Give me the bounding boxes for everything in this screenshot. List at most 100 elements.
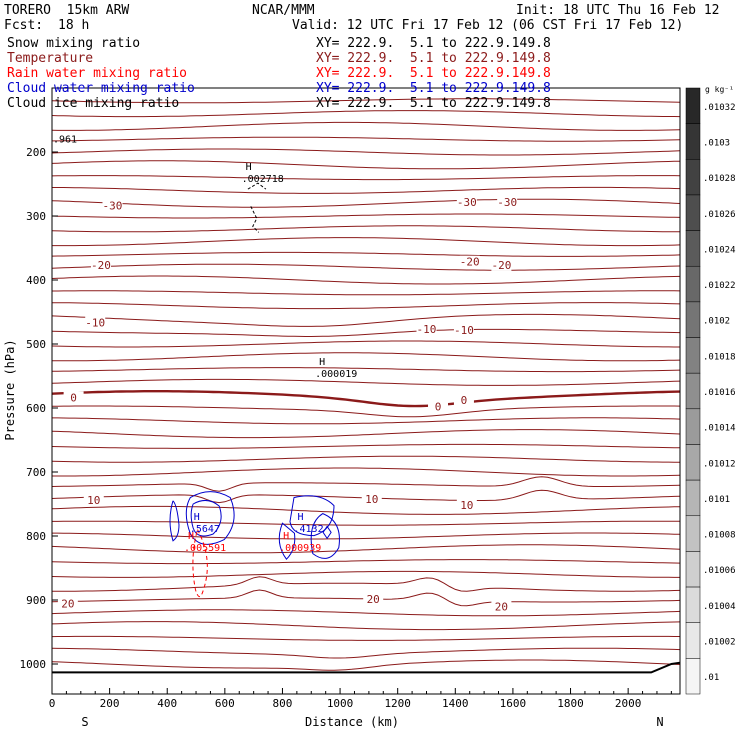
field-snow-xy: XY= 222.9. 5.1 to 222.9.149.8 <box>316 36 551 51</box>
label-mask <box>85 316 106 329</box>
y-tick-label: 800 <box>26 530 46 543</box>
isotherm-line <box>51 476 681 492</box>
isotherm-label: -30 <box>497 196 517 209</box>
isotherm-line <box>52 405 681 418</box>
colorbar-bin <box>685 159 701 196</box>
cloud-water-contour <box>185 491 235 545</box>
label-mask <box>453 324 474 337</box>
moisture-contours <box>169 182 340 598</box>
x-tick-label: 0 <box>49 697 56 710</box>
x-tick-label: 1000 <box>327 697 354 710</box>
colorbar-label: .01016 <box>703 388 736 398</box>
maximum-value: .000019 <box>315 369 357 380</box>
label-mask <box>416 322 437 335</box>
isotherm-line <box>51 609 681 617</box>
isotherm-line <box>51 225 680 233</box>
isotherm-label: 20 <box>367 593 380 606</box>
snow-contour <box>247 182 267 233</box>
isotherm-line <box>52 186 681 194</box>
maximum-value: .5647 <box>190 524 220 535</box>
isotherm-line <box>51 367 681 373</box>
label-mask <box>497 196 518 209</box>
field-temperature-xy: XY= 222.9. 5.1 to 222.9.149.8 <box>316 51 551 66</box>
isotherm-line <box>52 576 681 592</box>
cloud-water-contour <box>310 513 340 559</box>
colorbar-bin <box>685 622 701 659</box>
isotherm-line <box>51 198 681 208</box>
field-cloudwater-name: Cloud water mixing ratio <box>7 81 195 96</box>
isotherm-line <box>52 237 681 247</box>
isotherm-line <box>51 263 681 271</box>
isotherm-line <box>51 570 680 578</box>
colorbar-label: .0102 <box>703 317 730 327</box>
isotherm-line <box>52 467 681 477</box>
center-title: NCAR/MMM <box>252 3 315 18</box>
label-mask <box>90 258 111 271</box>
cloud-water-contour <box>278 522 296 560</box>
colorbar-bin <box>685 372 701 410</box>
y-tick-label: 300 <box>26 210 46 223</box>
maximum-marker: H <box>194 512 200 523</box>
colorbar-bin <box>685 551 701 588</box>
label-mask <box>491 600 512 613</box>
isotherm-label: -30 <box>457 196 477 209</box>
isotherm-label: 0 <box>435 400 442 413</box>
colorbar-bin <box>685 586 701 623</box>
label-mask <box>491 258 512 271</box>
isotherm-line <box>51 98 681 104</box>
y-axis-label: Pressure (hPa) <box>3 339 17 440</box>
ground-terrain <box>52 661 681 674</box>
isotherm-line <box>51 378 681 386</box>
y-tick-label: 400 <box>26 274 46 287</box>
colorbar-label: .01028 <box>703 174 736 184</box>
y-tick-label: 500 <box>26 338 46 351</box>
colorbar-bin <box>685 194 701 231</box>
isotherm-label: 10 <box>460 499 473 512</box>
isotherm-label: -10 <box>417 323 437 336</box>
colorbar-bin <box>685 230 701 267</box>
x-tick-label: 600 <box>215 697 235 710</box>
colorbar-label: .01 <box>703 673 719 683</box>
label-mask <box>363 593 384 605</box>
isotherm-line <box>52 520 681 526</box>
cloud-water-contour <box>190 500 222 537</box>
isotherm-line <box>51 313 681 327</box>
colorbar-label: .0103 <box>703 138 730 148</box>
colorbar-label: .01024 <box>703 245 736 255</box>
isotherm-line <box>52 302 681 310</box>
contour-labels: -30 -30 -30 -20 -20 -20 -10 -10 -10 0 0 0 10 10 10 20 20… <box>53 134 518 614</box>
corner-label: .961 <box>53 134 77 145</box>
isotherm-label: 0 <box>70 391 77 404</box>
isotherm-line <box>51 544 681 554</box>
isotherm-line <box>51 110 681 118</box>
x-tick-label: 2000 <box>615 697 642 710</box>
colorbar-label: .01022 <box>703 281 736 291</box>
isotherm-line <box>52 290 681 296</box>
isotherm-line <box>51 213 681 219</box>
maximum-value: .000939 <box>279 543 321 554</box>
isotherm-label: -10 <box>85 317 105 330</box>
colorbar-bin <box>685 337 701 374</box>
y-tick-label: 700 <box>26 466 46 479</box>
isotherm-label: -20 <box>460 256 480 269</box>
maximum-value: .4132 <box>294 524 324 535</box>
field-snow-name: Snow mixing ratio <box>7 36 141 51</box>
isotherm-line <box>52 417 681 425</box>
label-mask <box>456 498 477 511</box>
colorbar-bin <box>685 444 701 481</box>
colorbar-units: g kg⁻¹ <box>705 85 734 94</box>
colorbar-label: .01018 <box>703 352 736 362</box>
isotherm-line <box>51 443 681 449</box>
field-cloudice-xy: XY= 222.9. 5.1 to 222.9.149.8 <box>316 96 551 111</box>
isotherm-label: 0 <box>461 394 468 407</box>
y-tick-label: 600 <box>26 402 46 415</box>
colorbar-bin <box>685 265 701 303</box>
y-tick-label: 200 <box>26 146 46 159</box>
isotherm-line <box>52 532 681 540</box>
label-mask <box>102 199 123 212</box>
rain-water-contour <box>192 528 208 598</box>
x-tick-label: 400 <box>157 697 177 710</box>
label-mask <box>456 196 477 209</box>
x-tick-label: 1400 <box>442 697 469 710</box>
field-cloudwater-xy: XY= 222.9. 5.1 to 222.9.149.8 <box>316 81 551 96</box>
